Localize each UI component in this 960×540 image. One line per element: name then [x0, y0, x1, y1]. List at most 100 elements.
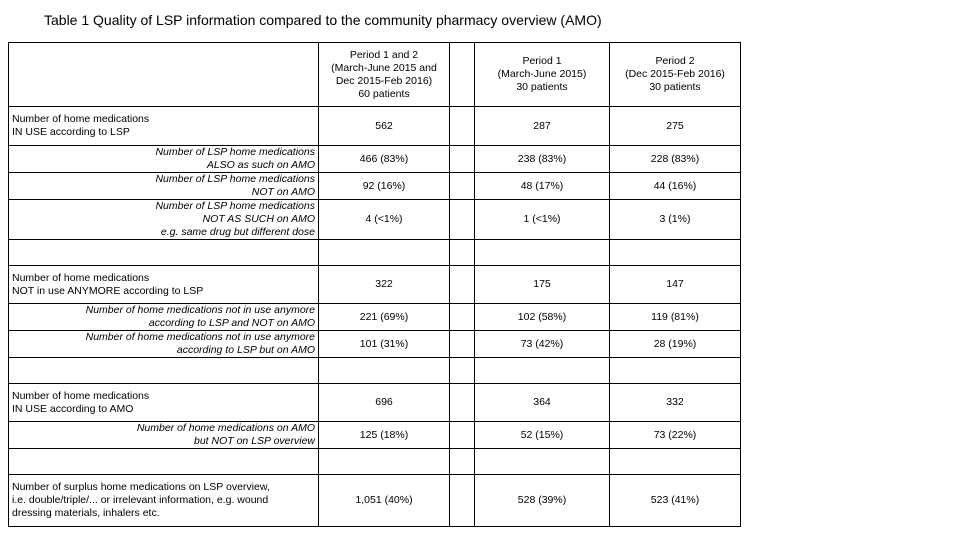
gap-cell	[449, 303, 475, 331]
row-label: Number of home medications not in use an…	[8, 330, 319, 358]
row-label-line: but NOT on LSP overview	[194, 435, 315, 447]
header-period-1-and-2: Period 1 and 2 (March-June 2015 and Dec …	[318, 42, 450, 107]
row-label	[8, 239, 319, 266]
value-period-1-and-2: 92 (16%)	[318, 172, 450, 200]
value-period-1-and-2: 322	[318, 265, 450, 304]
row-label-line: IN USE according to AMO	[12, 402, 134, 415]
table-row: Number of LSP home medications ALSO as su…	[8, 145, 741, 173]
table-row: Number of home medications IN USE accordi…	[8, 106, 741, 146]
table-row: Number of home medications not in use an…	[8, 330, 741, 358]
value-period-2	[609, 448, 741, 475]
value-period-2: 147	[609, 265, 741, 304]
value-period-1	[474, 357, 610, 384]
row-label-line: Number of home medications not in use an…	[85, 304, 315, 316]
value-period-1-and-2: 696	[318, 383, 450, 422]
value-period-2: 44 (16%)	[609, 172, 741, 200]
value-period-1-and-2: 1,051 (40%)	[318, 474, 450, 527]
row-label-line: Number of home medications	[12, 271, 150, 284]
value-period-1: 238 (83%)	[474, 145, 610, 173]
row-label: Number of home medications IN USE accordi…	[8, 383, 319, 422]
header-empty-cell	[8, 42, 319, 107]
row-label-line: e.g. same drug but different dose	[160, 226, 315, 238]
table-row: Number of LSP home medications NOT AS SUC…	[8, 199, 741, 240]
table-row: Number of home medications IN USE accordi…	[8, 383, 741, 422]
value-period-1-and-2	[318, 357, 450, 384]
value-period-1: 102 (58%)	[474, 303, 610, 331]
value-period-2: 228 (83%)	[609, 145, 741, 173]
value-period-1	[474, 239, 610, 266]
header-line: 60 patients	[358, 87, 410, 100]
header-row: Period 1 and 2 (March-June 2015 and Dec …	[8, 42, 741, 107]
row-label-line: NOT AS SUCH on AMO	[202, 213, 315, 225]
table-row: Number of home medications not in use an…	[8, 303, 741, 331]
value-period-2: 73 (22%)	[609, 421, 741, 449]
spacer-row	[8, 448, 741, 475]
header-period-2: Period 2 (Dec 2015-Feb 2016) 30 patients	[609, 42, 741, 107]
value-period-1-and-2: 4 (<1%)	[318, 199, 450, 240]
value-period-1: 175	[474, 265, 610, 304]
table-row: Number of surplus home medications on LS…	[8, 474, 741, 527]
row-label: Number of surplus home medications on LS…	[8, 474, 319, 527]
gap-cell	[449, 330, 475, 358]
gap-cell	[449, 42, 475, 107]
gap-cell	[449, 145, 475, 173]
table-caption: Table 1 Quality of LSP information compa…	[44, 12, 602, 28]
value-period-2: 28 (19%)	[609, 330, 741, 358]
row-label-line: according to LSP and NOT on AMO	[148, 317, 315, 329]
spacer-row	[8, 357, 741, 384]
value-period-1: 52 (15%)	[474, 421, 610, 449]
header-line: Period 2	[655, 55, 695, 67]
gap-cell	[449, 106, 475, 146]
header-period-1: Period 1 (March-June 2015) 30 patients	[474, 42, 610, 107]
header-line: Period 1 and 2	[349, 48, 419, 61]
row-label	[8, 357, 319, 384]
value-period-2: 119 (81%)	[609, 303, 741, 331]
value-period-1: 73 (42%)	[474, 330, 610, 358]
spacer-row	[8, 239, 741, 266]
row-label-line: NOT on AMO	[251, 186, 315, 198]
table-row: Number of home medications NOT in use ANY…	[8, 265, 741, 304]
row-label-line: Number of LSP home medications	[155, 173, 315, 185]
gap-cell	[449, 172, 475, 200]
table-row: Number of LSP home medications NOT on AMO…	[8, 172, 741, 200]
value-period-2: 332	[609, 383, 741, 422]
row-label-line: NOT in use ANYMORE according to LSP	[12, 284, 204, 297]
value-period-1: 528 (39%)	[474, 474, 610, 527]
gap-cell	[449, 357, 475, 384]
gap-cell	[449, 265, 475, 304]
value-period-2	[609, 357, 741, 384]
gap-cell	[449, 383, 475, 422]
gap-cell	[449, 474, 475, 527]
row-label-line: Number of home medications	[12, 389, 150, 402]
header-line: Dec 2015-Feb 2016)	[335, 74, 433, 87]
value-period-1: 48 (17%)	[474, 172, 610, 200]
header-line: (Dec 2015-Feb 2016)	[625, 68, 725, 80]
value-period-1-and-2	[318, 448, 450, 475]
row-label: Number of LSP home medications ALSO as su…	[8, 145, 319, 173]
row-label-line: i.e. double/triple/... or irrelevant inf…	[12, 494, 269, 506]
gap-cell	[449, 199, 475, 240]
row-label	[8, 448, 319, 475]
row-label-line: dressing materials, inhalers etc.	[12, 507, 160, 519]
gap-cell	[449, 448, 475, 475]
row-label: Number of home medications not in use an…	[8, 303, 319, 331]
table-row: Number of home medications on AMO but NOT…	[8, 421, 741, 449]
row-label-line: IN USE according to LSP	[12, 126, 130, 138]
row-label-line: Number of LSP home medications	[155, 200, 315, 212]
value-period-1: 1 (<1%)	[474, 199, 610, 240]
value-period-2: 523 (41%)	[609, 474, 741, 527]
header-line: Period 1	[522, 55, 562, 67]
header-line: 30 patients	[516, 81, 568, 93]
value-period-2: 3 (1%)	[609, 199, 741, 240]
header-line: 30 patients	[649, 81, 701, 93]
value-period-1-and-2: 562	[318, 106, 450, 146]
row-label-line: according to LSP but on AMO	[176, 344, 315, 356]
value-period-2	[609, 239, 741, 266]
row-label: Number of home medications IN USE accordi…	[8, 106, 319, 146]
row-label-line: Number of home medications	[12, 113, 150, 125]
row-label-line: Number of LSP home medications	[155, 146, 315, 158]
value-period-1	[474, 448, 610, 475]
gap-cell	[449, 421, 475, 449]
row-label-line: Number of home medications not in use an…	[85, 331, 315, 343]
value-period-1-and-2	[318, 239, 450, 266]
